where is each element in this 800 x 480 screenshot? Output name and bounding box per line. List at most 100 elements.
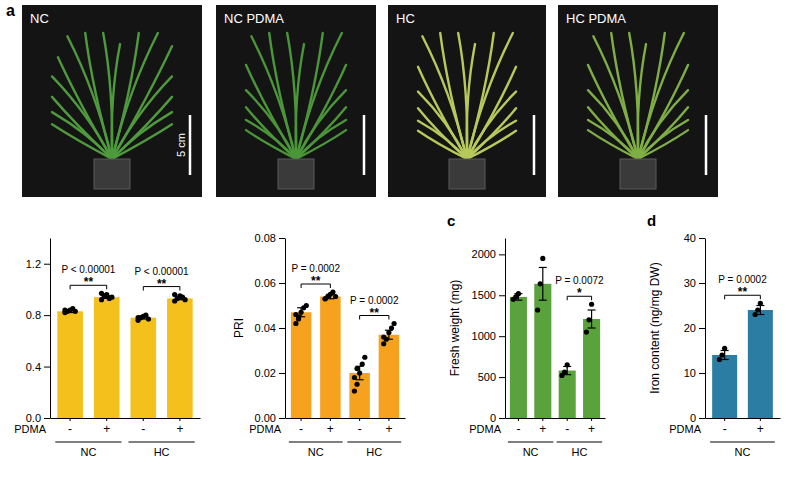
leaf [638,65,688,159]
tick-label: - [141,422,145,436]
bar [712,355,737,418]
tick-label: 1.2 [26,258,41,270]
data-point [109,295,114,300]
tick-label: 0.04 [255,322,276,334]
leaf [467,131,516,159]
data-point [352,388,357,393]
panel-letter: c [447,212,455,229]
data-point [540,256,545,261]
y-axis-title: PRI [232,318,246,338]
tick-label: + [539,422,546,436]
x-axis-title: PDMA [469,423,501,435]
data-point [293,321,298,326]
tick: + [327,418,334,436]
error-bar-cap [539,267,547,268]
plot-marks [712,301,773,418]
data-point [172,292,177,297]
tick: 10 [684,367,705,379]
data-point [182,297,187,302]
data-point [381,334,386,339]
tick-label: 0.8 [26,309,41,321]
data-point [354,366,359,371]
tick-label: - [723,422,727,436]
tick-label: - [68,422,72,436]
photo-label: HC [396,11,415,26]
scale-bar [705,115,708,175]
y-axis: 0.000.020.040.060.08 [255,232,286,424]
data-point [589,302,594,307]
leaf [296,130,346,159]
tick-label: - [299,422,303,436]
chart: 0.00.40.81.2-+-+PDMANCHC**P < 0.00001**P… [14,239,200,459]
tick-label: 0.4 [26,361,41,373]
p-value: P = 0.0002 [291,263,340,274]
photo-background [388,5,546,197]
tick: 2000 [472,248,505,260]
bar [291,312,311,418]
tick-label: 0.02 [255,367,276,379]
data-point [360,361,365,366]
tick: + [385,418,392,436]
tick-mark [699,418,705,419]
bar [94,297,120,418]
chart: 0.000.020.040.060.08-+-+PDMANCHCPRI**P =… [232,232,406,458]
leaf [112,46,172,159]
tick-mark [499,336,505,337]
tick-label: 10 [684,367,696,379]
data-point [722,346,727,351]
leaf [638,90,688,159]
error-bar-cap [539,300,547,301]
data-point [362,355,367,360]
data-point [296,316,301,321]
data-point [516,291,521,296]
bar [559,371,576,418]
data-point [323,296,328,301]
group-line [347,441,401,442]
pot [620,159,656,189]
pot [449,159,485,189]
tick-label: + [757,422,764,436]
tick: + [103,418,110,436]
tick-label: 1500 [472,289,496,301]
axis-line [505,239,506,419]
group-line [289,441,343,442]
photo: HC [388,5,546,197]
p-value: P < 0.00001 [61,264,115,275]
group-label: HC [366,446,382,458]
leaf [296,33,342,159]
x-axis: -+ [706,418,781,436]
bar [379,335,399,418]
scale-bar [533,115,536,175]
tick-label: + [176,422,183,436]
scale-bar-label: 5 cm [175,133,187,157]
leaf [593,36,638,159]
data-point [719,352,724,357]
group-line [557,441,602,442]
x-axis: -+-+ [286,418,406,436]
tick-mark [499,254,505,255]
group-label: NC [308,446,324,458]
x-axis-title: PDMA [669,423,701,435]
group-label: HC [571,446,587,458]
photo: HC PDMA [558,5,718,197]
tick-label: 500 [478,371,496,383]
y-axis-title: Fresh weight (mg) [448,280,462,377]
tick-mark [499,377,505,378]
photo-background [22,5,202,197]
group-label: NC [523,446,539,458]
data-point [389,325,394,330]
tick: - [299,418,303,436]
bar [349,373,369,418]
pot [278,159,314,189]
tick: 0.04 [255,322,285,334]
tick-mark [499,295,505,296]
data-point [135,315,140,320]
tick: + [757,418,764,436]
error-bar-cap [588,309,596,310]
bar [510,297,527,418]
tick-label: - [565,422,569,436]
data-point [586,317,591,322]
tick: 30 [684,277,705,289]
plot-marks [57,291,192,418]
tick-label: 1000 [472,330,496,342]
